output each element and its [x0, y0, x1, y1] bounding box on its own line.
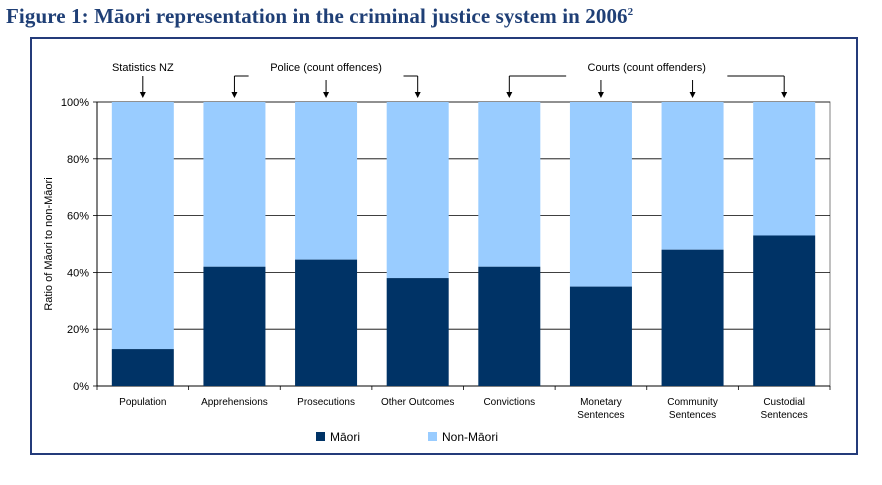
y-tick-label: 80%: [67, 154, 89, 166]
bar-maori: [569, 286, 632, 386]
group-arrow-head: [139, 92, 146, 98]
bar-non-maori: [753, 102, 816, 236]
bar-non-maori: [111, 102, 174, 350]
group-arrow-head: [323, 92, 330, 98]
x-tick-label: Apprehensions: [201, 397, 268, 408]
group-label-bg: [248, 60, 404, 80]
bar-non-maori: [478, 102, 541, 267]
y-tick-label: 0%: [73, 381, 89, 393]
group-arrow-head: [231, 92, 238, 98]
group-label: Police (count offences): [270, 62, 382, 74]
x-tick-label: Sentences: [577, 410, 624, 421]
bar-maori: [753, 235, 816, 386]
bar-maori: [203, 266, 266, 386]
group-arrow-head: [689, 92, 696, 98]
y-tick-label: 40%: [67, 267, 89, 279]
group-label-bg: [566, 60, 728, 80]
x-tick-label: Population: [119, 397, 166, 408]
bar-non-maori: [295, 102, 358, 260]
y-tick-label: 100%: [61, 97, 89, 109]
figure-title-text: Figure 1: Māori representation in the cr…: [6, 4, 628, 28]
chart-frame: [30, 37, 858, 455]
bar-non-maori: [203, 102, 266, 267]
bar-maori: [111, 349, 174, 386]
group-label: Courts (count offenders): [588, 62, 706, 74]
x-tick-label: Other Outcomes: [381, 397, 454, 408]
bar-maori: [386, 278, 449, 386]
y-tick-label: 60%: [67, 211, 89, 223]
x-tick-label: Custodial: [763, 397, 805, 408]
group-arrow-head: [506, 92, 513, 98]
bar-maori: [661, 249, 724, 386]
bar-maori: [478, 266, 541, 386]
legend-swatch: [316, 432, 325, 441]
y-tick-label: 20%: [67, 324, 89, 336]
x-tick-label: Sentences: [669, 410, 716, 421]
x-tick-label: Community: [667, 397, 718, 408]
x-tick-label: Sentences: [761, 410, 808, 421]
footnote-mark: 2: [627, 6, 634, 18]
x-tick-label: Convictions: [483, 397, 535, 408]
legend-swatch: [428, 432, 437, 441]
group-arrow-head: [781, 92, 788, 98]
legend-label: Non-Māori: [442, 430, 498, 444]
bar-non-maori: [386, 102, 449, 279]
x-tick-label: Prosecutions: [297, 397, 355, 408]
bar-non-maori: [569, 102, 632, 287]
y-axis-label: Ratio of Māori to non-Māori: [43, 177, 55, 310]
bar-non-maori: [661, 102, 724, 250]
x-tick-label: Monetary: [580, 397, 622, 408]
legend-label: Māori: [330, 430, 360, 444]
figure-title: Figure 1: Māori representation in the cr…: [6, 4, 633, 29]
group-label: Statistics NZ: [112, 62, 174, 74]
group-arrow-head: [597, 92, 604, 98]
bar-maori: [295, 259, 358, 386]
group-arrow-head: [414, 92, 421, 98]
